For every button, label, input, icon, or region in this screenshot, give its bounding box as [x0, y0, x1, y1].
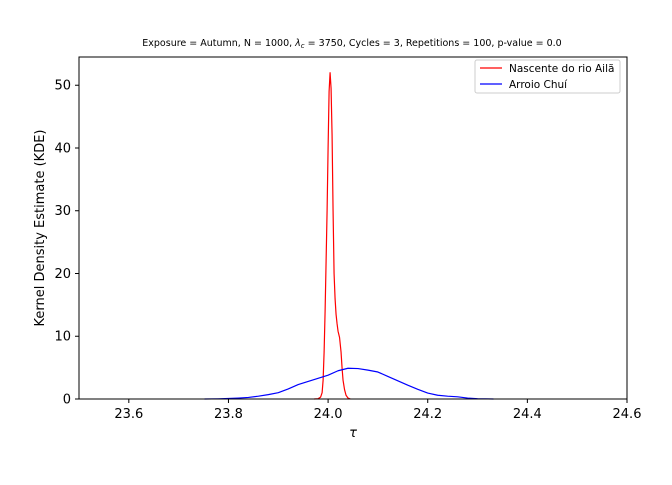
x-axis-label: τ	[349, 426, 357, 441]
plot-frame	[78, 56, 628, 400]
y-axis-ticks: 0 10 20 30 40 50	[54, 79, 79, 408]
series-line-0	[314, 72, 351, 400]
legend: Nascente do rio Ailã Arroio Chuí	[474, 59, 621, 94]
y-tick-label: 10	[54, 330, 71, 345]
x-tick-label: 24.4	[513, 407, 542, 422]
legend-box	[474, 59, 621, 94]
y-tick-label: 20	[54, 267, 71, 282]
x-tick-label: 24.2	[413, 407, 442, 422]
x-tick-label: 23.6	[114, 407, 143, 422]
y-tick-label: 50	[54, 79, 71, 94]
x-tick-label: 23.8	[214, 407, 243, 422]
series-line-1	[204, 367, 494, 400]
y-tick-label: 0	[63, 393, 71, 408]
y-tick-label: 40	[54, 141, 71, 156]
series-layer	[204, 72, 494, 400]
y-tick-label: 30	[54, 204, 71, 219]
x-tick-label: 24.6	[613, 407, 642, 422]
x-tick-label: 24.0	[314, 407, 343, 422]
legend-label-arroio: Arroio Chuí	[509, 79, 568, 91]
chart-title: Exposure = Autumn, N = 1000, λc = 3750, …	[142, 38, 561, 50]
y-axis-label: Kernel Density Estimate (KDE)	[33, 130, 48, 327]
legend-label-nascente: Nascente do rio Ailã	[509, 63, 614, 75]
x-axis-ticks: 23.6 23.8 24.0 24.2 24.4 24.6	[114, 399, 641, 422]
